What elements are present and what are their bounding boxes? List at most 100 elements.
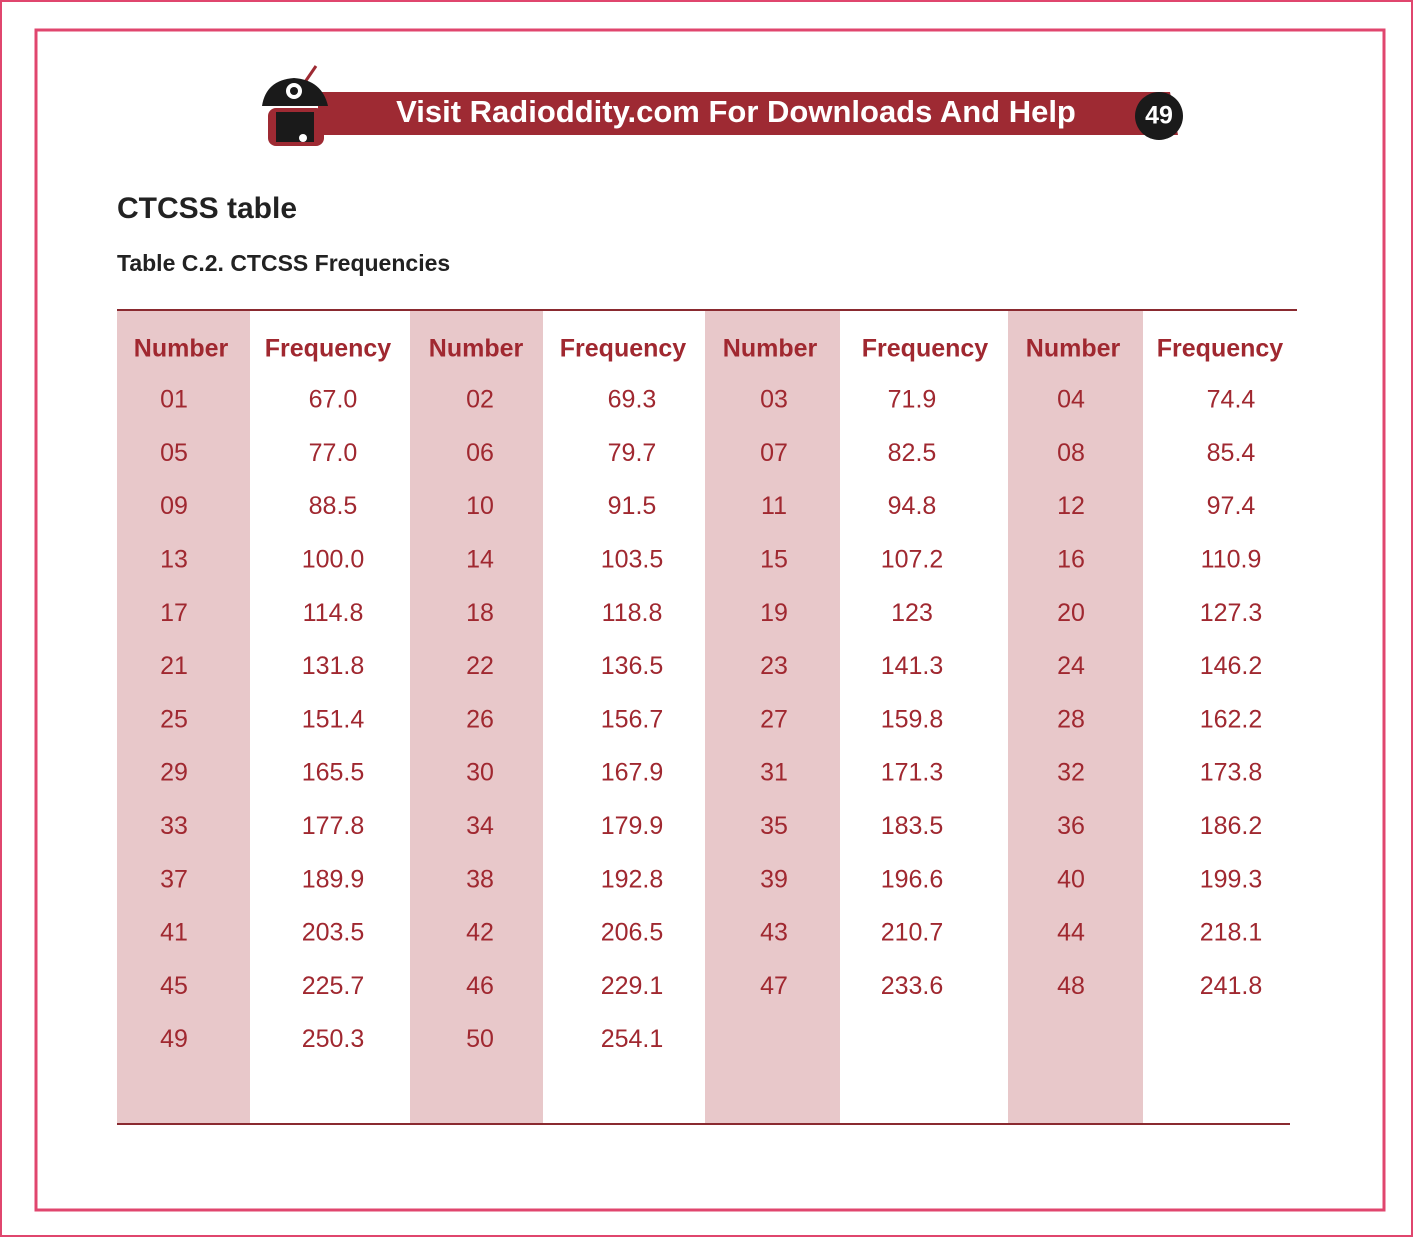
table-cell: 48 (1057, 972, 1085, 1000)
table-cell: 88.5 (309, 492, 358, 520)
table-cell: 127.3 (1200, 599, 1263, 627)
table-cell: 17 (160, 599, 188, 627)
table-cell: 186.2 (1200, 812, 1263, 840)
table-cell: 05 (160, 439, 188, 467)
table: Number Frequency Number Frequency Number Freq… (117, 309, 1297, 1125)
table-cell: 15 (760, 546, 788, 574)
inner-border (34, 28, 1386, 1212)
table-cell: 159.8 (881, 705, 944, 733)
table-cell: 39 (760, 865, 788, 893)
table-cell: 196.6 (881, 865, 944, 893)
table-cell: 34 (466, 812, 494, 840)
table-cell: 46 (466, 972, 494, 1000)
column-header: Frequency (1157, 335, 1284, 363)
column-shade (117, 311, 250, 1124)
table-cell: 69.3 (608, 386, 657, 414)
column-header: Frequency (265, 335, 392, 363)
table-cell: 110.9 (1201, 546, 1262, 574)
table-cell: 241.8 (1200, 972, 1263, 1000)
table-cell: 11 (761, 492, 787, 520)
table-cell: 131.8 (302, 652, 365, 680)
table-cell: 118.8 (602, 599, 663, 627)
table-cell: 100.0 (302, 546, 365, 574)
table-cell: 21 (160, 652, 188, 680)
table-cell: 35 (760, 812, 788, 840)
table-cell: 179.9 (601, 812, 664, 840)
table-cell: 25 (160, 705, 188, 733)
table-cell: 199.3 (1200, 865, 1263, 893)
table-cell: 47 (760, 972, 788, 1000)
column-header: Number (723, 335, 818, 363)
table-cell: 40 (1057, 865, 1085, 893)
banner-text: Visit Radioddity.com For Downloads And H… (396, 94, 1076, 129)
table-cell: 82.5 (888, 439, 937, 467)
table-cell: 19 (760, 599, 788, 627)
page-number: 49 (1145, 102, 1173, 130)
table-cell: 203.5 (302, 919, 365, 947)
table-cell: 26 (466, 705, 494, 733)
table-cell: 28 (1057, 705, 1085, 733)
table-caption: Table C.2. CTCSS Frequencies (117, 250, 450, 276)
table-cell: 71.9 (888, 386, 937, 414)
table-cell: 206.5 (601, 919, 664, 947)
table-cell: 13 (160, 546, 188, 574)
table-cell: 24 (1057, 652, 1085, 680)
table-cell: 23 (760, 652, 788, 680)
table-cell: 165.5 (302, 759, 365, 787)
table-cell: 103.5 (601, 546, 664, 574)
table-cell: 233.6 (881, 972, 944, 1000)
table-cell: 06 (466, 439, 494, 467)
banner-bar (318, 92, 1178, 135)
table-cell: 16 (1057, 546, 1085, 574)
table-cell: 43 (760, 919, 788, 947)
table-cell: 177.8 (302, 812, 365, 840)
table-cell: 42 (466, 919, 494, 947)
table-cell: 167.9 (601, 759, 664, 787)
table-cell: 141.3 (881, 652, 944, 680)
table-cell: 09 (160, 492, 188, 520)
column-header: Number (429, 335, 524, 363)
table-cell: 37 (160, 865, 188, 893)
table-cell: 183.5 (881, 812, 944, 840)
table-cell: 162.2 (1200, 705, 1263, 733)
table-cell: 136.5 (601, 652, 664, 680)
table-cell: 31 (760, 759, 788, 787)
table-cell: 254.1 (601, 1025, 664, 1053)
column-header: Frequency (560, 335, 687, 363)
table-cell: 03 (760, 386, 788, 414)
table-cell: 229.1 (601, 972, 664, 1000)
table-cell: 146.2 (1200, 652, 1263, 680)
table-cell: 107.2 (881, 546, 944, 574)
table-cell: 49 (160, 1025, 188, 1053)
table-cell: 44 (1057, 919, 1085, 947)
table-cell: 32 (1057, 759, 1085, 787)
table-cell: 250.3 (302, 1025, 365, 1053)
table-cell: 01 (160, 386, 188, 414)
column-header: Number (1026, 335, 1121, 363)
column-shade (1008, 311, 1143, 1124)
table-cell: 45 (160, 972, 188, 1000)
table-cell: 94.8 (888, 492, 937, 520)
table-cell: 189.9 (302, 865, 365, 893)
table-cell: 50 (466, 1025, 494, 1053)
column-shade (410, 311, 543, 1124)
table-cell: 151.4 (302, 705, 365, 733)
table-cell: 114.8 (303, 599, 364, 627)
table-cell: 12 (1057, 492, 1085, 520)
table-cell: 33 (160, 812, 188, 840)
table-cell: 79.7 (608, 439, 657, 467)
table-cell: 225.7 (302, 972, 365, 1000)
table-cell: 04 (1057, 386, 1085, 414)
table-cell: 36 (1057, 812, 1085, 840)
table-cell: 41 (160, 919, 188, 947)
column-header: Frequency (862, 335, 989, 363)
table-cell: 08 (1057, 439, 1085, 467)
table-cell: 10 (466, 492, 494, 520)
table-cell: 74.4 (1207, 386, 1256, 414)
table-cell: 20 (1057, 599, 1085, 627)
table-cell: 30 (466, 759, 494, 787)
page-number-badge (1135, 92, 1183, 140)
table-cell: 22 (466, 652, 494, 680)
table-cell: 218.1 (1200, 919, 1263, 947)
